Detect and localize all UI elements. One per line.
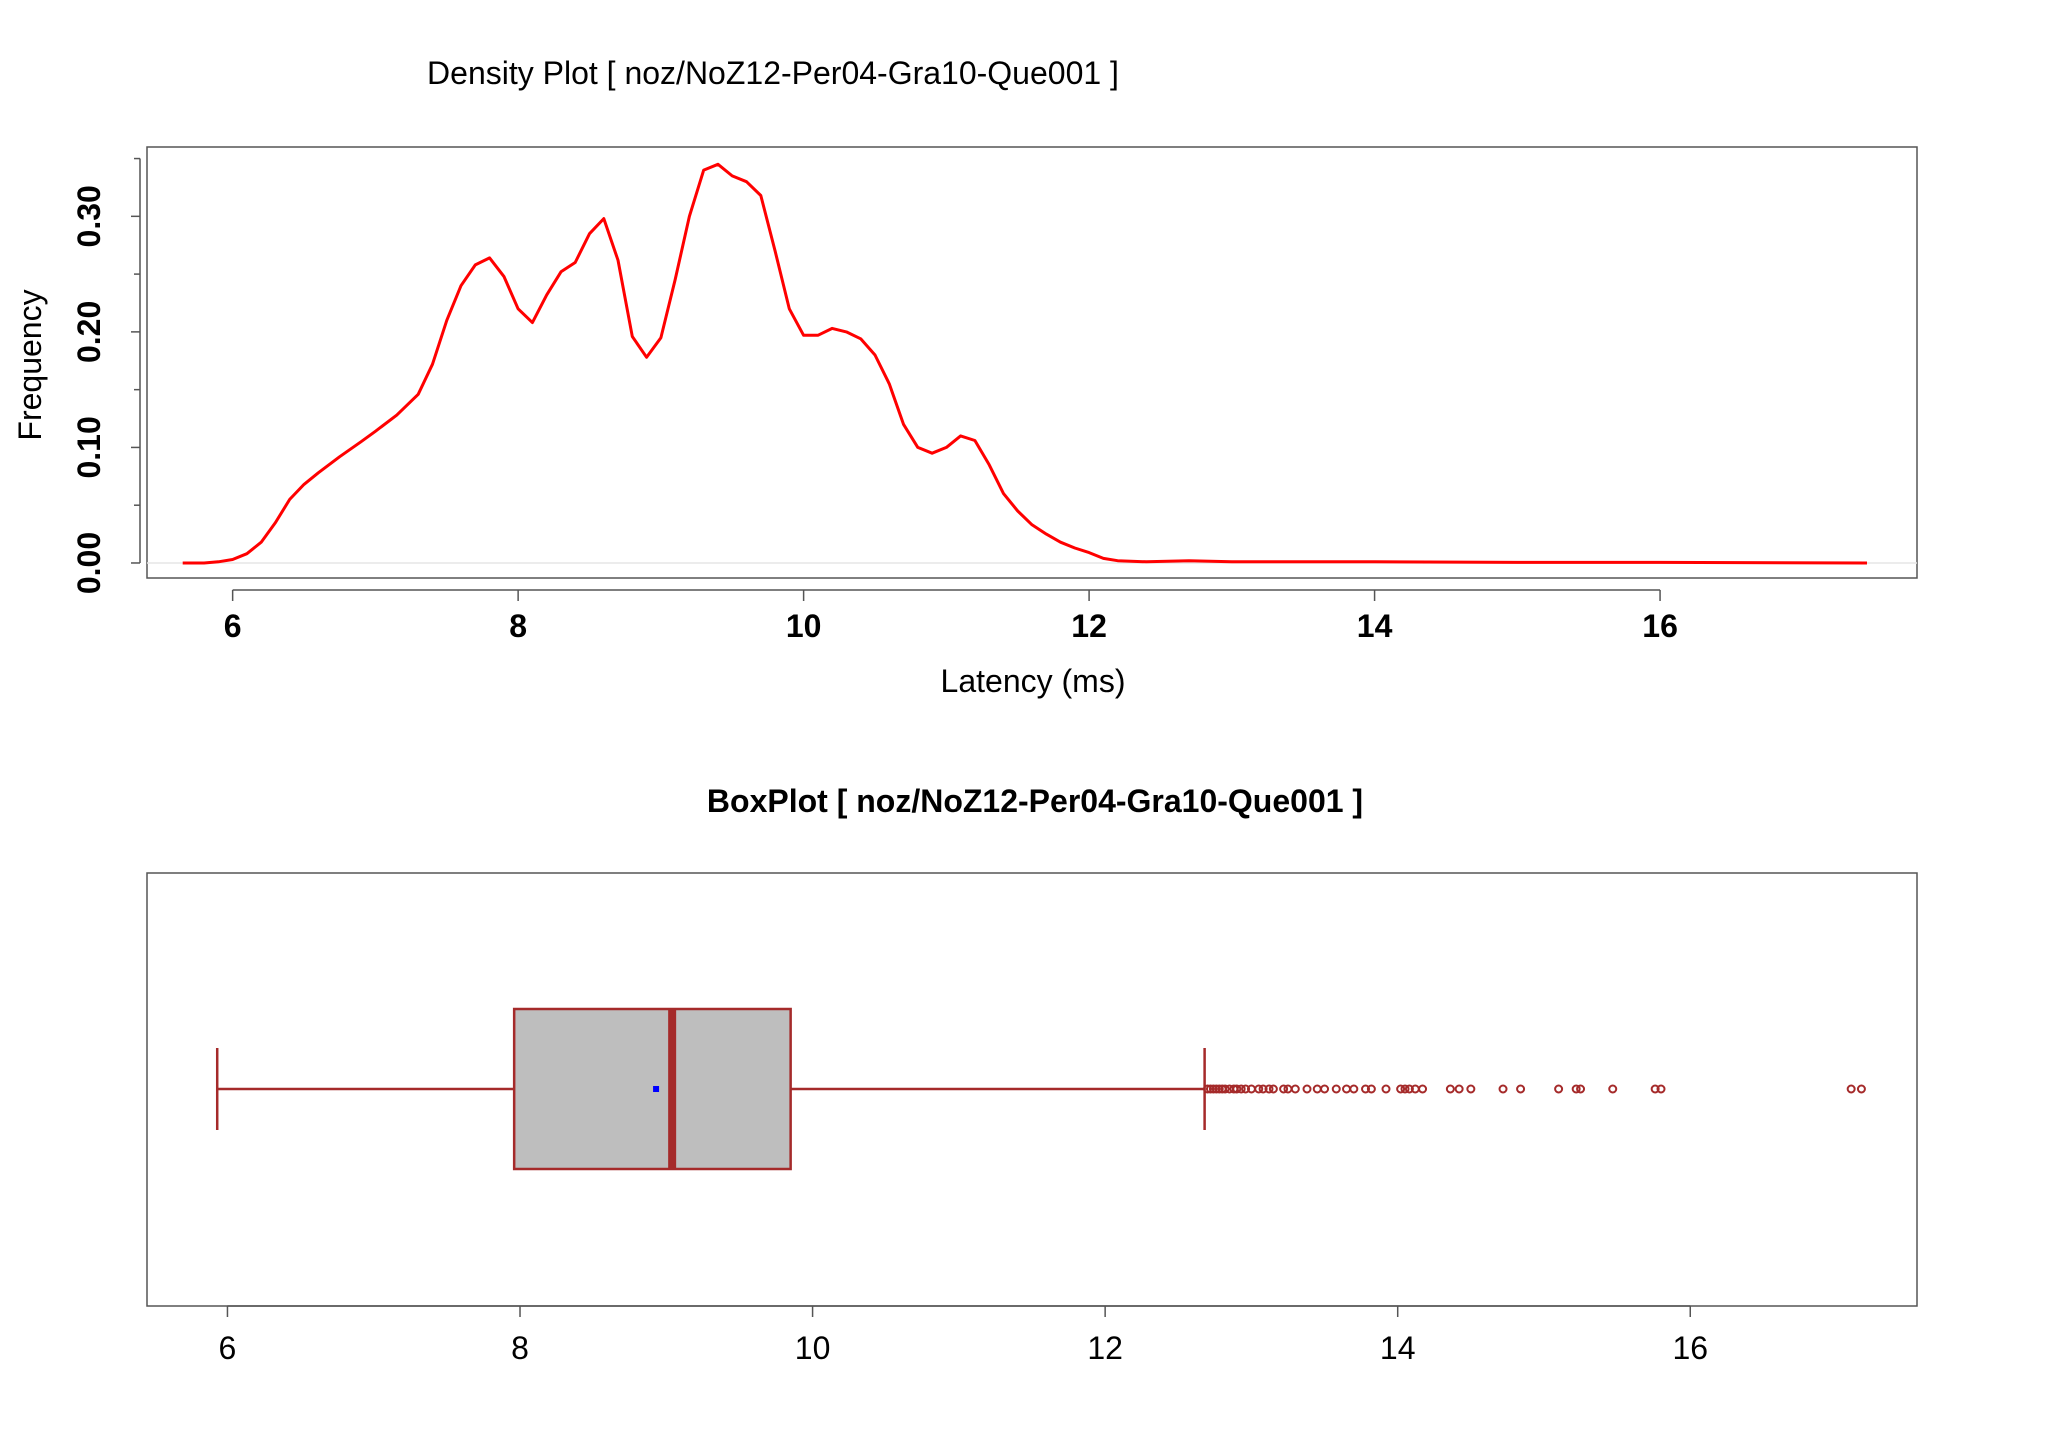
outlier-point — [1466, 1084, 1476, 1094]
outlier-point — [1241, 1084, 1251, 1094]
outlier-point — [1302, 1084, 1312, 1094]
outlier-point — [1264, 1084, 1274, 1094]
outlier-point — [1576, 1084, 1586, 1094]
density-plot-frame — [146, 146, 1918, 579]
x-tick-label: 6 — [224, 608, 242, 644]
x-tick-label: 8 — [511, 1330, 529, 1366]
outlier-point — [1290, 1084, 1300, 1094]
outlier-point — [1205, 1084, 1215, 1094]
y-tick-label: 0.10 — [71, 416, 107, 478]
outlier-point — [1208, 1084, 1218, 1094]
outlier-point — [1232, 1084, 1242, 1094]
outlier-point — [1361, 1084, 1371, 1094]
x-tick-label: 6 — [219, 1330, 237, 1366]
outlier-point — [1258, 1084, 1268, 1094]
outlier-point — [1203, 1084, 1213, 1094]
outlier-point — [1650, 1084, 1660, 1094]
x-tick-label: 10 — [786, 608, 822, 644]
x-tick-label: 14 — [1380, 1330, 1416, 1366]
outlier-point — [1516, 1084, 1526, 1094]
outlier-point — [1856, 1084, 1866, 1094]
density-curve — [182, 162, 1868, 565]
outlier-point — [1220, 1084, 1230, 1094]
boxplot-title: BoxPlot [ noz/NoZ12-Per04-Gra10-Que001 ] — [707, 783, 1363, 819]
outlier-point — [1846, 1084, 1856, 1094]
boxplot-outliers — [1203, 1084, 1866, 1094]
density-x-axis-label: Latency (ms) — [941, 663, 1126, 699]
x-tick-label: 12 — [1071, 608, 1107, 644]
outlier-point — [1554, 1084, 1564, 1094]
outlier-point — [1349, 1084, 1359, 1094]
outlier-point — [1608, 1084, 1618, 1094]
density-title: Density Plot [ noz/NoZ12-Per04-Gra10-Que… — [427, 55, 1119, 91]
mean-marker — [653, 1086, 660, 1092]
outlier-point — [1342, 1084, 1352, 1094]
boxplot — [215, 1007, 1206, 1171]
outlier-point — [1279, 1084, 1289, 1094]
outlier-point — [1571, 1084, 1581, 1094]
outlier-point — [1268, 1084, 1278, 1094]
density-y-axis: 0.00 0.10 0.20 0.30 — [71, 157, 141, 594]
density-y-axis-label: Frequency — [12, 289, 48, 440]
outlier-point — [1404, 1084, 1414, 1094]
y-tick-label: 0.00 — [71, 532, 107, 594]
outlier-point — [1211, 1084, 1221, 1094]
density-x-axis: 6 8 10 12 14 16 — [224, 589, 1678, 644]
x-tick-label: 16 — [1642, 608, 1678, 644]
outlier-point — [1498, 1084, 1508, 1094]
outlier-point — [1254, 1084, 1264, 1094]
x-tick-label: 10 — [795, 1330, 831, 1366]
boxplot-x-axis: 6 8 10 12 14 16 — [219, 1305, 1708, 1366]
outlier-point — [1320, 1084, 1330, 1094]
y-tick-label: 0.20 — [71, 301, 107, 363]
outlier-point — [1656, 1084, 1666, 1094]
outlier-point — [1418, 1084, 1428, 1094]
outlier-point — [1236, 1084, 1246, 1094]
outlier-point — [1454, 1084, 1464, 1094]
outlier-point — [1312, 1084, 1322, 1094]
outlier-point — [1396, 1084, 1406, 1094]
outlier-point — [1214, 1084, 1224, 1094]
y-tick-label: 0.30 — [71, 185, 107, 247]
x-tick-label: 8 — [509, 608, 527, 644]
interquartile-box — [512, 1007, 792, 1171]
x-tick-label: 14 — [1357, 608, 1393, 644]
outlier-point — [1445, 1084, 1455, 1094]
outlier-point — [1400, 1084, 1410, 1094]
outlier-point — [1381, 1084, 1391, 1094]
x-tick-label: 16 — [1672, 1330, 1708, 1366]
outlier-point — [1331, 1084, 1341, 1094]
outlier-point — [1366, 1084, 1376, 1094]
x-tick-label: 12 — [1087, 1330, 1123, 1366]
